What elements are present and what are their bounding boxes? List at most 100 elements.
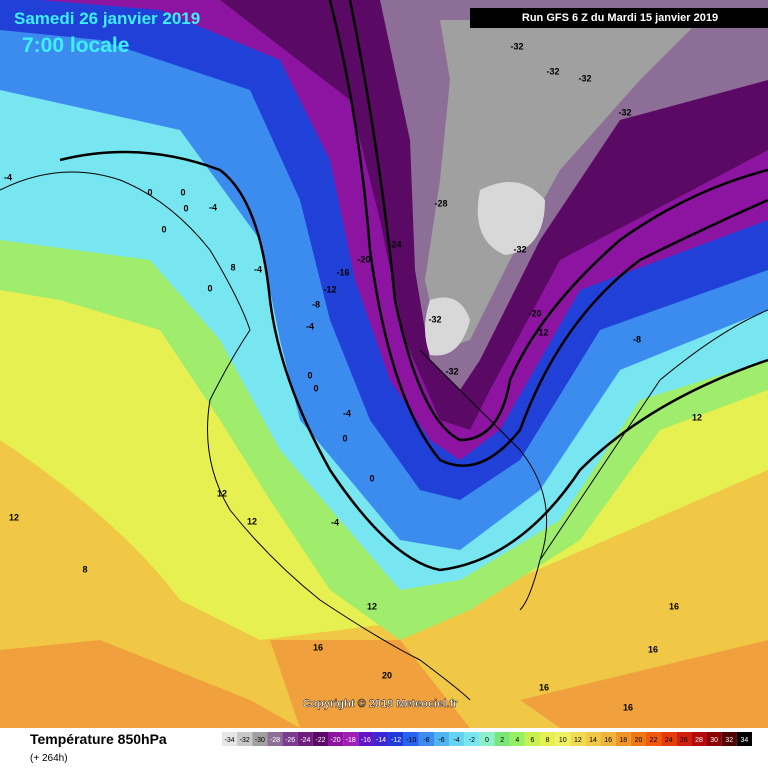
scale-swatch	[449, 732, 465, 746]
scale-label: 30	[710, 737, 718, 744]
scale-swatch	[585, 732, 601, 746]
scale-swatch	[676, 732, 692, 746]
scale-label: 6	[530, 737, 534, 744]
scale-label: 32	[725, 737, 733, 744]
contour-label: -16	[336, 267, 349, 277]
scale-swatch	[418, 732, 434, 746]
contour-label: -4	[4, 172, 12, 182]
scale-label: -12	[391, 737, 401, 744]
scale-label: 22	[650, 737, 658, 744]
contour-label: 12	[9, 512, 19, 522]
scale-swatch	[509, 732, 525, 746]
scale-swatch	[691, 732, 707, 746]
scale-label: 20	[635, 737, 643, 744]
contour-label: 0	[183, 203, 188, 213]
scale-label: -30	[255, 737, 265, 744]
scale-swatch	[237, 732, 253, 746]
contour-label: -32	[428, 314, 441, 324]
scale-label: -14	[376, 737, 386, 744]
scale-swatch	[328, 732, 344, 746]
contour-label: -32	[445, 366, 458, 376]
scale-label: 10	[559, 737, 567, 744]
scale-label: 14	[589, 737, 597, 744]
scale-swatch	[524, 732, 540, 746]
scale-swatch	[297, 732, 313, 746]
scale-label: -8	[423, 737, 429, 744]
contour-label: -24	[388, 239, 401, 249]
scale-label: -34	[225, 737, 235, 744]
contour-label: 0	[147, 187, 152, 197]
contour-label: -32	[618, 107, 631, 117]
scale-swatch	[736, 732, 752, 746]
scale-swatch	[555, 732, 571, 746]
contour-label: -4	[306, 321, 314, 331]
contour-label: 0	[161, 224, 166, 234]
scale-swatch	[479, 732, 495, 746]
scale-label: 24	[665, 737, 673, 744]
scale-label: 28	[695, 737, 703, 744]
contour-label: 12	[692, 412, 702, 422]
scale-label: -32	[240, 737, 250, 744]
scale-label: 0	[485, 737, 489, 744]
contour-label: 0	[207, 283, 212, 293]
contour-label: -32	[513, 244, 526, 254]
scale-swatch	[494, 732, 510, 746]
map-title: Samedi 26 janvier 2019	[14, 9, 200, 28]
scale-swatch	[600, 732, 616, 746]
contour-label: 12	[217, 488, 227, 498]
contour-label: 16	[669, 601, 679, 611]
scale-swatch	[267, 732, 283, 746]
contour-label: 8	[82, 564, 87, 574]
contour-label: 12	[367, 601, 377, 611]
scale-swatch	[706, 732, 722, 746]
scale-label: -6	[438, 737, 444, 744]
scale-label: 12	[574, 737, 582, 744]
scale-swatch	[570, 732, 586, 746]
run-info: Run GFS 6 Z du Mardi 15 janvier 2019	[522, 12, 718, 24]
scale-swatch	[646, 732, 662, 746]
contour-label: 16	[648, 644, 658, 654]
legend-subtitle: (+ 264h)	[30, 753, 68, 764]
contour-label: -28	[434, 198, 447, 208]
contour-label: -32	[510, 41, 523, 51]
scale-swatch	[222, 732, 238, 746]
scale-swatch	[252, 732, 268, 746]
copyright: Copyright © 2019 Meteociel.fr	[303, 698, 459, 710]
scale-label: 18	[619, 737, 627, 744]
contour-label: 0	[369, 473, 374, 483]
contour-label: 16	[539, 682, 549, 692]
contour-label: -8	[312, 299, 320, 309]
scale-label: 16	[604, 737, 612, 744]
scale-swatch	[388, 732, 404, 746]
map-time: 7:00 locale	[22, 34, 129, 57]
scale-swatch	[312, 732, 328, 746]
legend-title: Température 850hPa	[30, 731, 167, 747]
scale-label: -26	[285, 737, 295, 744]
contour-label: -4	[343, 408, 351, 418]
scale-label: -24	[300, 737, 310, 744]
scale-swatch	[540, 732, 556, 746]
contour-label: -20	[528, 308, 541, 318]
scale-label: 4	[515, 737, 519, 744]
scale-label: 8	[546, 737, 550, 744]
isotherm-lines	[59, 0, 768, 572]
scale-label: -22	[315, 737, 325, 744]
contour-label: -12	[323, 284, 336, 294]
scale-label: -16	[361, 737, 371, 744]
contour-label: -32	[546, 66, 559, 76]
scale-label: -28	[270, 737, 280, 744]
contour-label: 0	[180, 187, 185, 197]
scale-swatch	[721, 732, 737, 746]
scale-swatch	[373, 732, 389, 746]
scale-swatch	[358, 732, 374, 746]
contour-label: -4	[209, 202, 217, 212]
contour-label: -4	[254, 264, 262, 274]
contour-label: -4	[331, 517, 339, 527]
contour-label: 16	[313, 642, 323, 652]
scale-label: -18	[346, 737, 356, 744]
scale-label: 2	[500, 737, 504, 744]
contour-label: 16	[623, 702, 633, 712]
contour-label: 0	[307, 370, 312, 380]
scale-label: -10	[406, 737, 416, 744]
